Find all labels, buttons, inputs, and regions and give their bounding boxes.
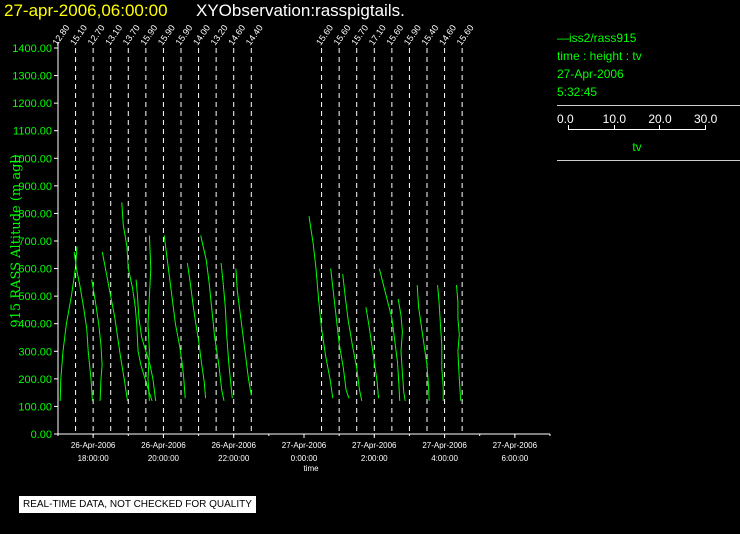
legend-scale-tick [613,125,615,130]
profile-label: 15.90 [138,23,159,47]
profile-label: 15.60 [455,23,476,47]
profile-line [135,279,157,401]
x-tick-date: 26-Apr-2006 [211,441,256,450]
legend-scale-tick [568,125,569,130]
profile-line [342,274,363,402]
y-tick-label: 1100.00 [13,126,52,138]
legend-scale-tick-label: 30.0 [694,112,718,126]
y-tick-label: 300.00 [18,346,52,358]
legend-time: 5:32:45 [557,85,598,99]
profile-label: 15.70 [349,23,370,47]
profile-label: 12.80 [50,23,71,47]
profile-label: 13.20 [209,23,230,47]
y-tick-label: 1000.00 [12,153,52,165]
profile-label: 14.60 [437,23,458,47]
y-tick-label: 1400.00 [12,43,52,55]
legend-series: —iss2/rass915 [557,31,637,45]
x-tick-time: 0:00:00 [291,454,318,463]
x-tick-time: 22:00:00 [218,454,250,463]
y-tick-label: 200.00 [18,374,52,386]
profile-line [200,235,225,402]
y-tick-label: 700.00 [18,236,52,248]
x-tick-date: 27-Apr-2006 [422,441,467,450]
profile-line [186,263,207,399]
x-tick-date: 27-Apr-2006 [352,441,397,450]
profile-line [365,307,379,399]
profile-label: 15.10 [68,23,89,47]
profile-label: 14.60 [226,23,247,47]
profile-label: 15.90 [156,23,177,47]
y-tick-label: 600.00 [18,264,52,276]
legend-scale-tick-label: 10.0 [602,112,627,126]
profile-label: 15.60 [332,23,353,47]
legend-description: time : height : tv [557,49,642,63]
profile-line [73,251,93,401]
quality-disclaimer: REAL-TIME DATA, NOT CHECKED FOR QUALITY [19,496,256,513]
profile-label: 15.60 [384,23,405,47]
legend-scale-variable: tv [632,140,642,154]
profile-line [91,279,103,401]
profile-line [397,298,406,401]
profile-label: 14.40 [244,23,265,47]
legend-scale-tick [705,125,706,130]
profile-label: 14.00 [191,23,212,47]
y-tick-label: 1200.00 [12,98,52,110]
x-axis-label: time [303,464,319,473]
profile-label: 13.10 [103,23,124,47]
y-tick-label: 900.00 [18,181,52,193]
legend-divider-bottom [557,160,740,161]
profile-label: 13.70 [121,23,142,47]
profile-line [121,202,153,402]
legend-scale-tick [659,125,661,130]
profile-line [235,268,252,396]
profile-line [378,268,401,401]
legend-scale-tick-label: 20.0 [648,112,672,126]
profile-line [330,268,350,399]
profile-label: 12.70 [86,23,107,47]
x-tick-date: 26-Apr-2006 [71,441,116,450]
x-tick-date: 27-Apr-2006 [282,441,327,450]
x-tick-date: 27-Apr-2006 [493,441,538,450]
y-tick-label: 1300.00 [12,71,52,83]
y-tick-label: 400.00 [18,319,52,331]
profile-line [456,285,462,401]
y-tick-label: 500.00 [18,291,52,303]
profile-line [59,246,78,401]
profile-label: 17.10 [367,23,388,47]
chart-observation-title: XYObservation:rasspigtails. [196,1,405,20]
chart-date-title: 27-apr-2006,06:00:00 [4,1,168,20]
profile-line [308,216,334,399]
x-tick-time: 20:00:00 [148,454,180,463]
y-tick-label: 800.00 [18,208,52,220]
profile-lines: 12.8015.1012.7013.1013.7015.9015.9015.90… [50,23,476,434]
legend-scale: 0.0 10.0 20.0 30.0 [557,110,740,138]
x-tick-time: 4:00:00 [431,454,458,463]
legend-date: 27-Apr-2006 [557,67,624,81]
x-tick-time: 2:00:00 [361,454,388,463]
x-tick-time: 18:00:00 [78,454,110,463]
profile-label: 15.60 [314,23,335,47]
y-tick-label: 0.00 [31,429,52,441]
profile-line [101,251,128,401]
x-tick-time: 6:00:00 [502,454,529,463]
legend-divider [557,105,740,106]
profile-line [163,235,186,399]
profile-label: 15.90 [173,23,194,47]
legend-panel: —iss2/rass915 time : height : tv 27-Apr-… [557,29,740,161]
profile-line [147,235,152,401]
legend-scale-bar [568,129,705,130]
y-axis-label: 915 RASS Altitude (m agl) [9,154,24,327]
x-tick-date: 26-Apr-2006 [141,441,186,450]
chart-axes: 0.00 100.00 200.00 300.00 400.00 500.00 600.00… [9,42,551,473]
legend-scale-tick-label: 0.0 [557,112,574,126]
profile-line [416,285,430,401]
profile-label: 15.90 [402,23,423,47]
profile-line [220,263,233,399]
profile-line [437,285,444,401]
profile-label: 15.40 [419,23,440,47]
y-tick-label: 100.00 [18,401,52,413]
